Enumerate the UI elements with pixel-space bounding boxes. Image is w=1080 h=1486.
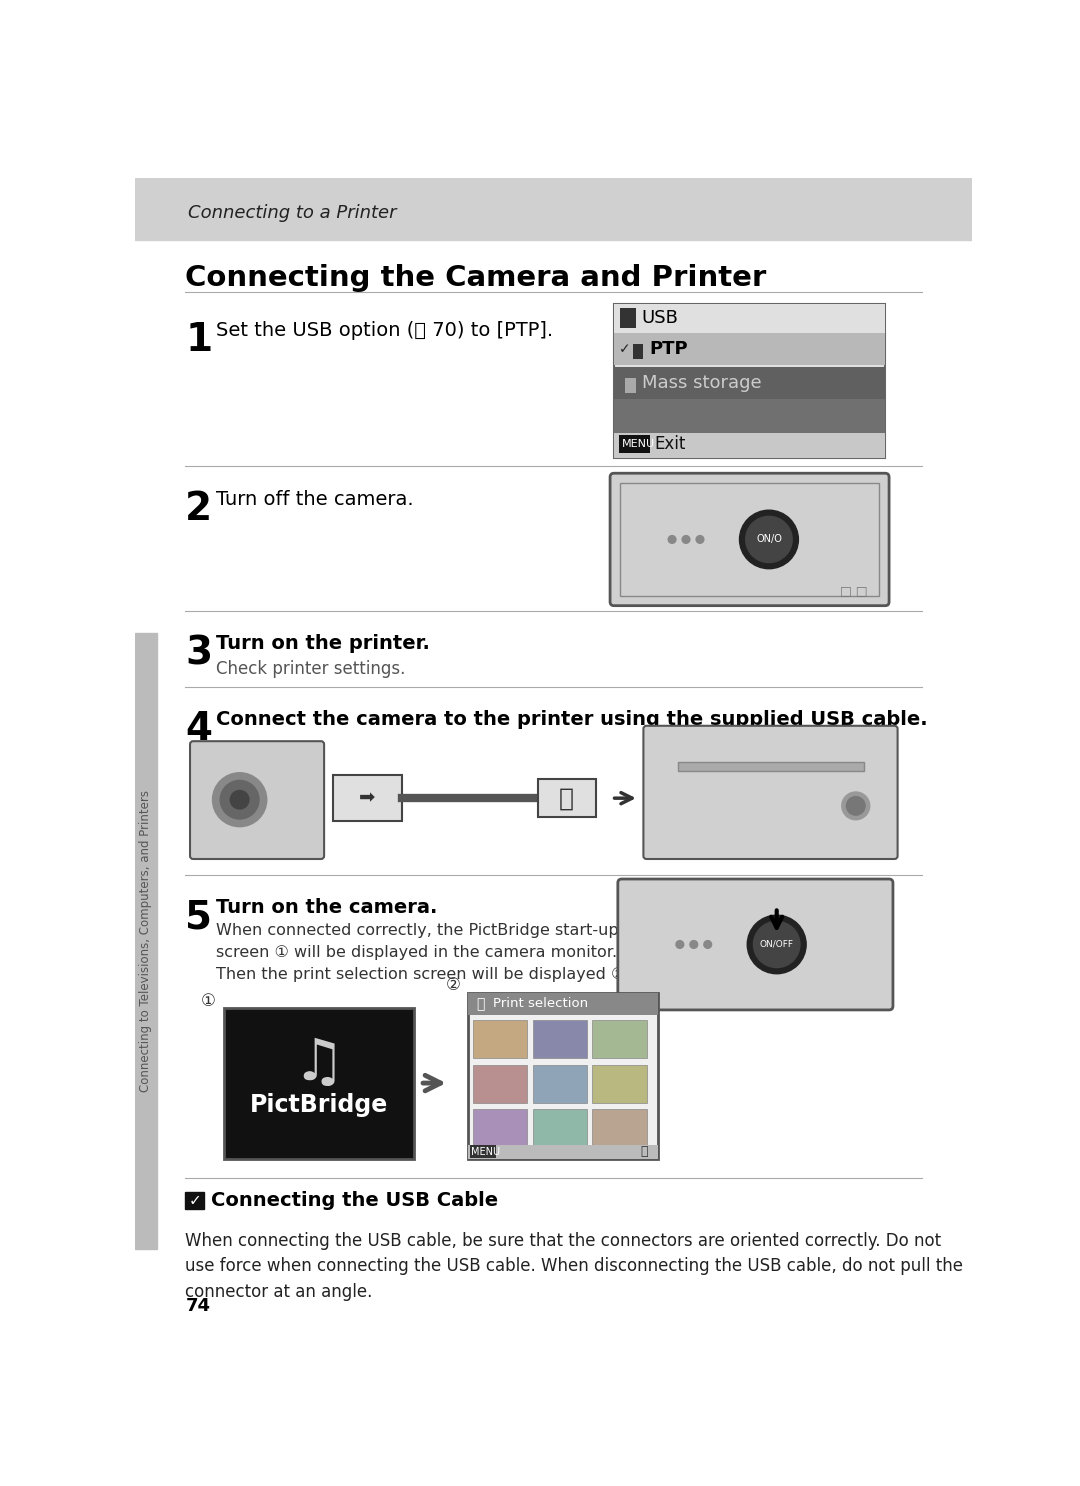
Text: ♫: ♫ bbox=[293, 1036, 345, 1092]
Circle shape bbox=[230, 791, 248, 808]
Circle shape bbox=[697, 535, 704, 544]
Text: Check printer settings.: Check printer settings. bbox=[216, 660, 406, 678]
Circle shape bbox=[747, 915, 806, 973]
FancyBboxPatch shape bbox=[610, 473, 889, 606]
Bar bbox=[613, 367, 886, 400]
Bar bbox=[469, 993, 658, 1015]
Text: PictBridge: PictBridge bbox=[249, 1092, 388, 1116]
Text: Turn off the camera.: Turn off the camera. bbox=[216, 490, 414, 510]
Text: 3: 3 bbox=[186, 635, 213, 672]
Text: USB: USB bbox=[642, 309, 678, 327]
Bar bbox=[532, 1064, 586, 1103]
Bar bbox=[135, 633, 157, 1248]
Text: PTP: PTP bbox=[649, 340, 688, 358]
Bar bbox=[186, 1192, 204, 1208]
Circle shape bbox=[669, 535, 676, 544]
Text: ON/O: ON/O bbox=[756, 535, 782, 544]
Bar bbox=[620, 309, 636, 328]
Text: ➡: ➡ bbox=[360, 789, 376, 808]
Text: 2: 2 bbox=[186, 490, 213, 528]
Bar bbox=[469, 1144, 658, 1159]
Circle shape bbox=[740, 510, 798, 569]
Text: Exit: Exit bbox=[654, 435, 686, 453]
Text: Print selection: Print selection bbox=[494, 997, 589, 1010]
Text: ①: ① bbox=[201, 991, 216, 1009]
Bar bbox=[613, 303, 886, 333]
Text: □ □: □ □ bbox=[840, 584, 868, 597]
Text: 📷: 📷 bbox=[476, 997, 485, 1010]
Bar bbox=[592, 1064, 647, 1103]
Text: MENU: MENU bbox=[622, 438, 654, 449]
Circle shape bbox=[690, 941, 698, 948]
Text: 74: 74 bbox=[186, 1297, 211, 1315]
FancyBboxPatch shape bbox=[618, 880, 893, 1010]
FancyBboxPatch shape bbox=[190, 742, 324, 859]
Circle shape bbox=[754, 921, 800, 967]
Text: When connecting the USB cable, be sure that the connectors are oriented correctl: When connecting the USB cable, be sure t… bbox=[186, 1232, 963, 1302]
Bar bbox=[532, 1019, 586, 1058]
FancyBboxPatch shape bbox=[644, 725, 897, 859]
Bar bbox=[333, 776, 403, 822]
Text: Connecting the USB Cable: Connecting the USB Cable bbox=[211, 1190, 498, 1210]
Bar bbox=[613, 400, 886, 434]
Bar bbox=[532, 1109, 586, 1147]
Bar bbox=[677, 762, 864, 771]
Circle shape bbox=[676, 941, 684, 948]
Circle shape bbox=[704, 941, 712, 948]
Bar bbox=[538, 779, 596, 817]
Bar bbox=[613, 434, 886, 458]
Circle shape bbox=[220, 780, 259, 819]
Text: Turn on the camera.: Turn on the camera. bbox=[216, 898, 437, 917]
Bar bbox=[619, 435, 649, 453]
Text: 5: 5 bbox=[186, 898, 213, 936]
Text: Connecting to Televisions, Computers, and Printers: Connecting to Televisions, Computers, an… bbox=[139, 789, 152, 1092]
Bar bbox=[633, 343, 644, 360]
Bar bbox=[620, 483, 879, 596]
Bar bbox=[473, 1109, 527, 1147]
Text: 4: 4 bbox=[186, 710, 213, 747]
Text: Set the USB option (Ⓜ 70) to [PTP].: Set the USB option (Ⓜ 70) to [PTP]. bbox=[216, 321, 554, 340]
Bar bbox=[470, 1146, 496, 1158]
Text: ✓: ✓ bbox=[619, 342, 631, 357]
Circle shape bbox=[213, 773, 267, 826]
Text: Mass storage: Mass storage bbox=[642, 374, 761, 392]
Text: ✓: ✓ bbox=[188, 1193, 201, 1208]
Bar bbox=[473, 1019, 527, 1058]
Text: Connecting the Camera and Printer: Connecting the Camera and Printer bbox=[186, 265, 767, 293]
Circle shape bbox=[847, 796, 865, 816]
Bar bbox=[135, 178, 972, 239]
Text: ②: ② bbox=[445, 976, 460, 994]
Bar bbox=[469, 993, 658, 1159]
Circle shape bbox=[683, 535, 690, 544]
Text: Connect the camera to the printer using the supplied USB cable.: Connect the camera to the printer using … bbox=[216, 710, 928, 728]
Bar bbox=[613, 333, 886, 366]
Bar bbox=[625, 377, 636, 394]
Text: ⭧: ⭧ bbox=[559, 786, 575, 810]
Text: 🔍: 🔍 bbox=[640, 1146, 648, 1158]
Text: Turn on the printer.: Turn on the printer. bbox=[216, 635, 430, 654]
Text: MENU: MENU bbox=[471, 1147, 500, 1156]
Bar bbox=[592, 1109, 647, 1147]
Circle shape bbox=[745, 516, 793, 563]
Circle shape bbox=[841, 792, 869, 820]
Bar bbox=[613, 303, 886, 458]
Text: Connecting to a Printer: Connecting to a Printer bbox=[188, 204, 396, 221]
Bar bbox=[225, 1009, 414, 1159]
Text: 1: 1 bbox=[186, 321, 213, 358]
Bar bbox=[592, 1019, 647, 1058]
Bar bbox=[473, 1064, 527, 1103]
Text: When connected correctly, the PictBridge start-up
screen ① will be displayed in : When connected correctly, the PictBridge… bbox=[216, 923, 631, 982]
Text: ON/OFF: ON/OFF bbox=[759, 941, 794, 950]
